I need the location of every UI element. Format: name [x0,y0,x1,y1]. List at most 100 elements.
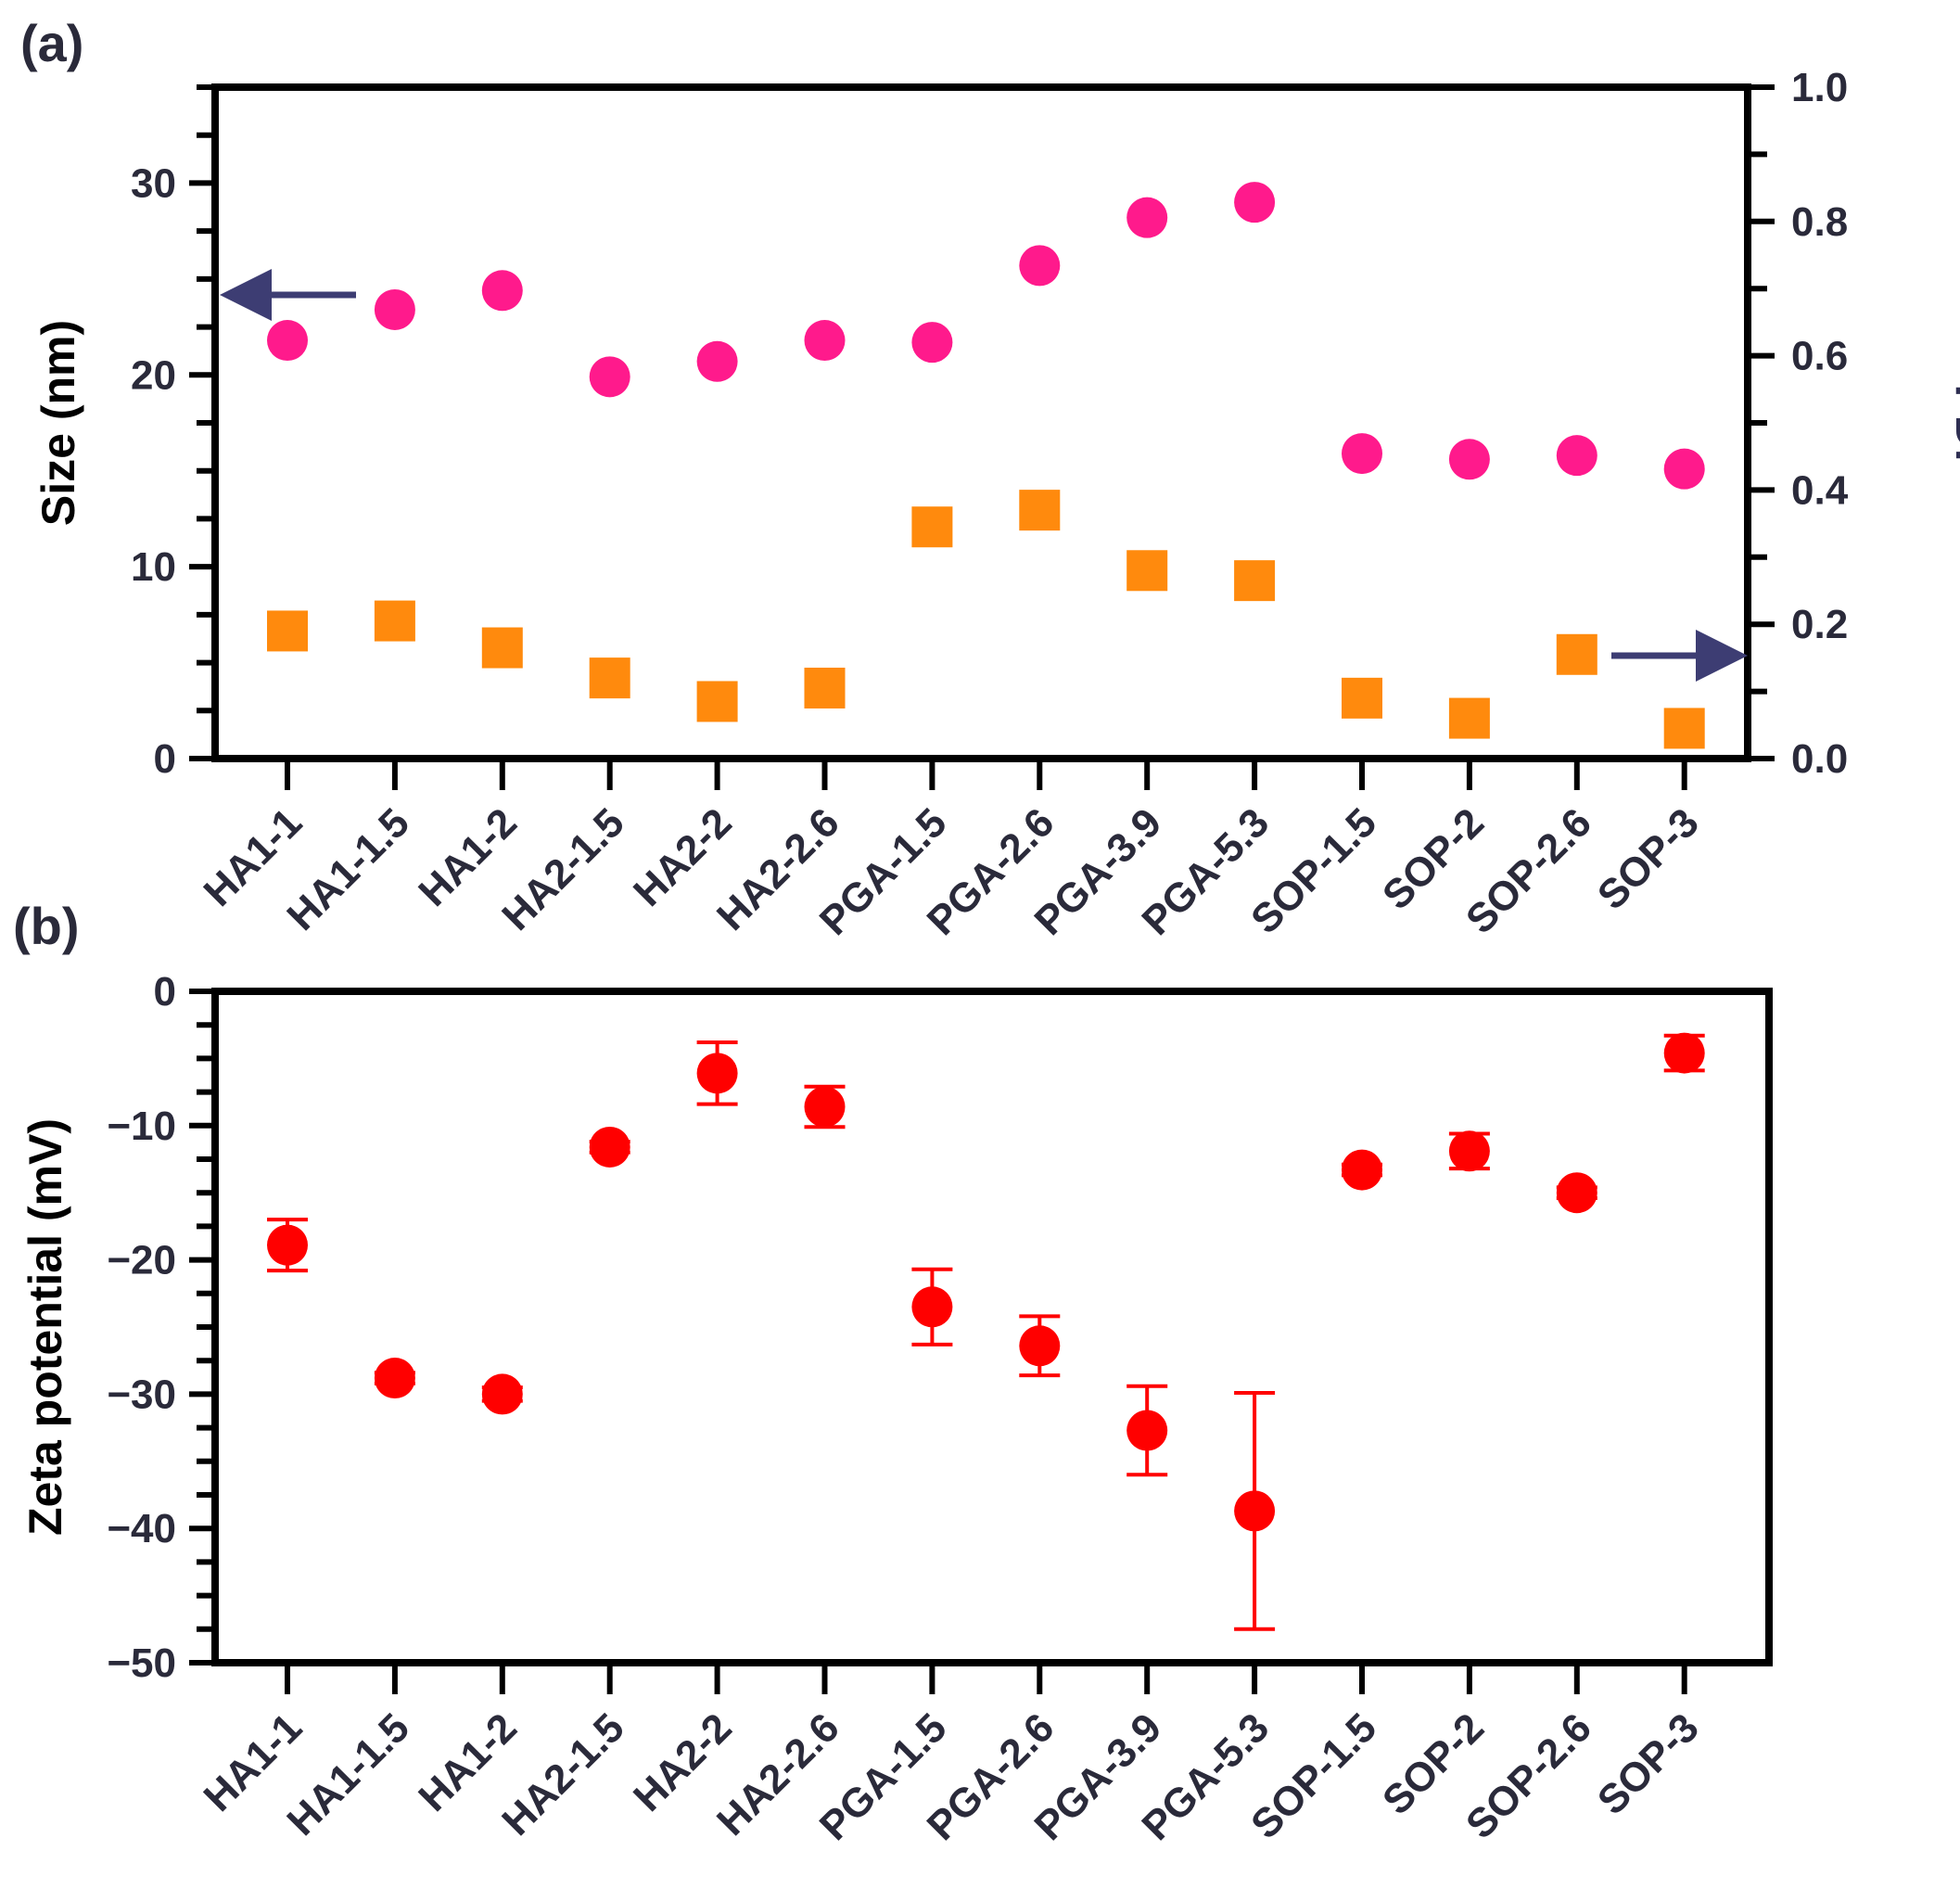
zeta-point-group [1556,1172,1597,1214]
zeta-point-group [1342,1149,1382,1191]
pdi-point [911,506,953,548]
x-axis-category-labels-b: HA1-1HA1-1.5HA1-2HA2-1.5HA2-2HA2-2.6PGA-… [196,1704,1708,1849]
size-point [589,356,630,398]
right-axis-tick-label: 0.0 [1791,736,1848,782]
zeta-point-group [267,1218,308,1273]
x-category-label: HA1-1.5 [278,799,418,939]
pdi-point [589,657,630,699]
pdi-point [696,681,738,722]
size-point [696,340,738,382]
zeta-axis-title: Zeta potential (mV) [19,1118,71,1536]
x-axis-ticks-b [285,1663,1687,1694]
right-axis-ticks [1748,84,1775,761]
panel-b: (b) 0 −10 −20 −30 −40 −50 HA1-1HA1-1.5HA1-2HA… [13,897,1773,1849]
pdi-point [1448,697,1490,739]
zeta-point [481,1373,523,1415]
left-axis-tick-label: 30 [131,160,176,206]
zeta-point [1019,1325,1061,1367]
right-axis-tick-label: 1.0 [1791,65,1848,110]
zeta-point-group [481,1373,523,1415]
zeta-point-group [911,1267,953,1347]
size-point [267,320,308,362]
zeta-point [804,1086,846,1128]
x-category-label: HA1-1.5 [278,1704,418,1844]
zeta-point [267,1224,308,1266]
size-axis-title: Size (nm) [32,320,84,526]
zeta-series [267,1032,1705,1631]
zeta-axis-tick-label: −20 [107,1238,176,1283]
right-axis-tick-label: 0.8 [1791,199,1848,245]
x-category-label: HA2-1.5 [493,799,633,939]
zeta-point-group [804,1084,846,1130]
zeta-axis-tick-label: −10 [107,1104,176,1149]
zeta-axis-ticks [189,989,215,1666]
panel-b-plot-frame [211,988,1773,1666]
zeta-point [1556,1172,1597,1214]
x-category-label: SOP-3 [1589,1704,1708,1823]
size-point [1342,433,1382,475]
panel-a: (a) 0 10 20 30 0.0 0.2 0.4 0.6 0.8 1.0 HA1-1HA1-… [20,14,1960,944]
zeta-axis-tick-label: 0 [154,969,176,1015]
pdi-point [1019,490,1061,531]
pdi-point [1556,633,1597,675]
left-axis-tick-label: 20 [131,352,176,398]
zeta-axis-tick-label: −30 [107,1372,176,1417]
zeta-point-group [1019,1314,1061,1378]
zeta-point [589,1126,630,1168]
zeta-point [1342,1149,1382,1191]
zeta-point-group [1126,1384,1168,1477]
size-point [481,270,523,312]
pdi-point [1342,677,1382,719]
right-axis-tick-label: 0.2 [1791,602,1848,647]
zeta-point [1448,1130,1490,1172]
left-axis-ticks [189,84,215,761]
zeta-point [1234,1490,1276,1532]
pdi-point [481,627,523,669]
pdi-point [1663,708,1705,749]
zeta-axis-tick-label: −50 [107,1640,176,1686]
zeta-point-group [589,1126,630,1168]
left-axis-tick-label: 10 [131,544,176,590]
size-point [1019,245,1061,287]
panel-a-label: (a) [20,14,83,72]
pdi-point [1234,560,1276,602]
size-series [267,182,1705,490]
zeta-point [911,1286,953,1328]
zeta-point-group [696,1040,738,1106]
zeta-point-group [1448,1130,1490,1172]
zeta-point [374,1358,415,1399]
pdi-point [804,667,846,708]
x-category-label: SOP-3 [1589,799,1708,918]
panel-b-label: (b) [13,897,80,955]
x-axis-ticks [285,759,1687,790]
size-point [1556,435,1597,477]
left-axis-tick-label: 0 [154,736,176,782]
panel-a-plot-frame [211,83,1751,762]
zeta-point [1663,1032,1705,1074]
x-category-label: HA2-1.5 [493,1704,633,1844]
zeta-point [1126,1410,1168,1451]
size-point [1126,197,1168,238]
size-point [374,288,415,330]
zeta-point-group [1234,1390,1276,1631]
zeta-point-group [1663,1032,1705,1074]
pdi-point [1126,550,1168,592]
zeta-point [696,1053,738,1094]
right-axis-tick-label: 0.6 [1791,334,1848,379]
size-point [1663,448,1705,490]
right-axis-tick-labels: 0.0 0.2 0.4 0.6 0.8 1.0 [1791,65,1849,782]
size-point [804,320,846,362]
pdi-point [374,600,415,642]
zeta-axis-tick-labels: 0 −10 −20 −30 −40 −50 [107,969,176,1686]
pdi-point [267,610,308,652]
pdi-series [267,490,1705,749]
size-point [911,322,953,364]
size-point [1448,439,1490,480]
pdi-axis-title: PDI [1946,384,1960,461]
right-axis-tick-label: 0.4 [1791,467,1849,513]
left-axis-tick-labels: 0 10 20 30 [131,160,176,782]
zeta-axis-tick-label: −40 [107,1506,176,1551]
zeta-point-group [374,1358,415,1399]
x-axis-category-labels: HA1-1HA1-1.5HA1-2HA2-1.5HA2-2HA2-2.6PGA-… [196,799,1708,944]
